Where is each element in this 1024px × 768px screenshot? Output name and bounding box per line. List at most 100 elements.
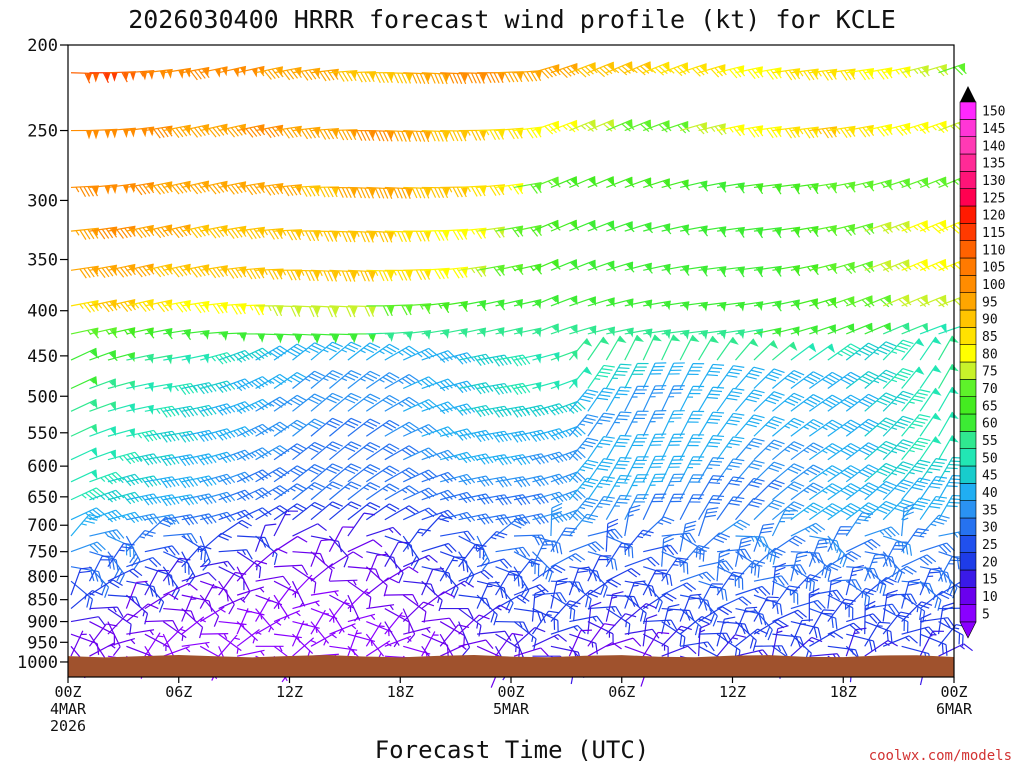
x-tick-label: 6MAR bbox=[936, 700, 973, 718]
wind-barb bbox=[808, 394, 843, 412]
wind-barb bbox=[864, 369, 897, 389]
colorbar-swatch bbox=[959, 379, 977, 397]
x-tick-label: 00Z bbox=[940, 683, 967, 701]
wind-barb bbox=[772, 481, 805, 501]
wind-barb bbox=[845, 342, 879, 361]
wind-barb bbox=[569, 259, 598, 271]
wind-barb bbox=[255, 597, 274, 622]
wind-barb bbox=[771, 625, 789, 657]
wind-barb bbox=[550, 176, 580, 188]
wind-barb bbox=[513, 493, 549, 505]
wind-barb bbox=[827, 442, 861, 461]
wind-barb bbox=[421, 542, 457, 554]
wind-barb bbox=[402, 535, 420, 570]
x-tick-label: 00Z bbox=[54, 683, 81, 701]
wind-barb bbox=[458, 569, 494, 582]
colorbar-label: 120 bbox=[982, 209, 1005, 224]
wind-barb bbox=[458, 543, 487, 568]
wind-barb bbox=[790, 371, 824, 389]
wind-barb bbox=[882, 589, 898, 622]
wind-barb bbox=[606, 261, 635, 273]
wind-barb bbox=[624, 362, 649, 389]
wind-barb bbox=[421, 631, 439, 657]
wind-barb bbox=[495, 476, 531, 488]
wind-barb bbox=[440, 530, 475, 542]
wind-barb bbox=[107, 403, 136, 414]
wind-barb bbox=[218, 634, 240, 657]
wind-barb bbox=[495, 546, 531, 558]
wind-barb bbox=[513, 621, 537, 650]
wind-barb bbox=[495, 405, 531, 418]
wind-barb bbox=[882, 479, 914, 501]
y-tick-label: 1000 bbox=[17, 653, 58, 673]
wind-barb bbox=[107, 380, 136, 391]
wind-barb bbox=[310, 186, 339, 198]
wind-barb bbox=[772, 463, 805, 483]
wind-barb bbox=[735, 497, 765, 521]
wind-barb bbox=[107, 352, 136, 363]
wind-barb bbox=[476, 264, 505, 277]
wind-barb bbox=[329, 623, 357, 635]
wind-barb bbox=[882, 259, 912, 272]
wind-barb bbox=[587, 623, 616, 647]
wind-barb bbox=[384, 421, 419, 437]
wind-barb bbox=[550, 502, 563, 537]
wind-barb bbox=[864, 553, 886, 582]
wind-barb bbox=[476, 594, 498, 626]
wind-barb bbox=[89, 606, 124, 618]
wind-barb bbox=[477, 128, 506, 141]
wind-barb bbox=[901, 121, 930, 134]
wind-barb bbox=[532, 64, 561, 79]
colorbar-swatch bbox=[959, 101, 977, 120]
wind-barb bbox=[550, 527, 577, 553]
wind-barb bbox=[384, 186, 413, 199]
wind-barb bbox=[181, 595, 197, 622]
wind-barb bbox=[716, 412, 745, 437]
wind-barb bbox=[772, 441, 805, 461]
wind-barb bbox=[440, 72, 469, 85]
wind-barb bbox=[827, 502, 861, 521]
wind-barb bbox=[218, 266, 247, 279]
wind-barb bbox=[790, 550, 809, 582]
colorbar-swatch bbox=[959, 240, 977, 259]
colorbar-label: 35 bbox=[982, 503, 998, 518]
wind-barb bbox=[845, 418, 879, 437]
wind-barb bbox=[790, 342, 817, 361]
wind-barb bbox=[661, 264, 690, 276]
wind-barb bbox=[365, 394, 400, 412]
wind-barb bbox=[827, 125, 856, 139]
wind-barb bbox=[532, 219, 561, 232]
wind-barb bbox=[845, 538, 881, 553]
wind-barb bbox=[70, 447, 98, 461]
wind-barb bbox=[882, 178, 912, 190]
wind-barb bbox=[587, 176, 617, 188]
wind-barb bbox=[310, 609, 329, 635]
wind-barb bbox=[181, 493, 217, 505]
colorbar-swatch bbox=[959, 292, 977, 311]
wind-barb bbox=[605, 335, 627, 361]
wind-barb bbox=[365, 465, 400, 483]
wind-barb bbox=[200, 66, 228, 78]
colorbar-label: 115 bbox=[982, 226, 1005, 241]
colorbar-label: 85 bbox=[982, 330, 998, 345]
x-tick-label: 4MAR bbox=[50, 700, 87, 718]
wind-barb bbox=[310, 481, 343, 501]
wind-barb bbox=[901, 601, 933, 623]
wind-barb bbox=[698, 335, 720, 361]
wind-barb bbox=[605, 363, 632, 389]
colorbar-label: 100 bbox=[982, 278, 1005, 293]
colorbar-swatch bbox=[959, 448, 977, 467]
wind-barb bbox=[698, 580, 728, 601]
wind-barb bbox=[568, 497, 599, 521]
wind-barb bbox=[181, 123, 210, 138]
wind-barb bbox=[200, 633, 229, 639]
wind-barb bbox=[107, 621, 121, 656]
colorbar-swatch bbox=[959, 223, 977, 241]
wind-barb bbox=[661, 582, 697, 596]
wind-barb bbox=[716, 436, 745, 461]
wind-barb bbox=[347, 613, 376, 623]
wind-barb bbox=[199, 583, 218, 609]
wind-barb bbox=[310, 392, 343, 412]
wind-barb bbox=[938, 643, 973, 657]
wind-barb bbox=[532, 451, 568, 463]
